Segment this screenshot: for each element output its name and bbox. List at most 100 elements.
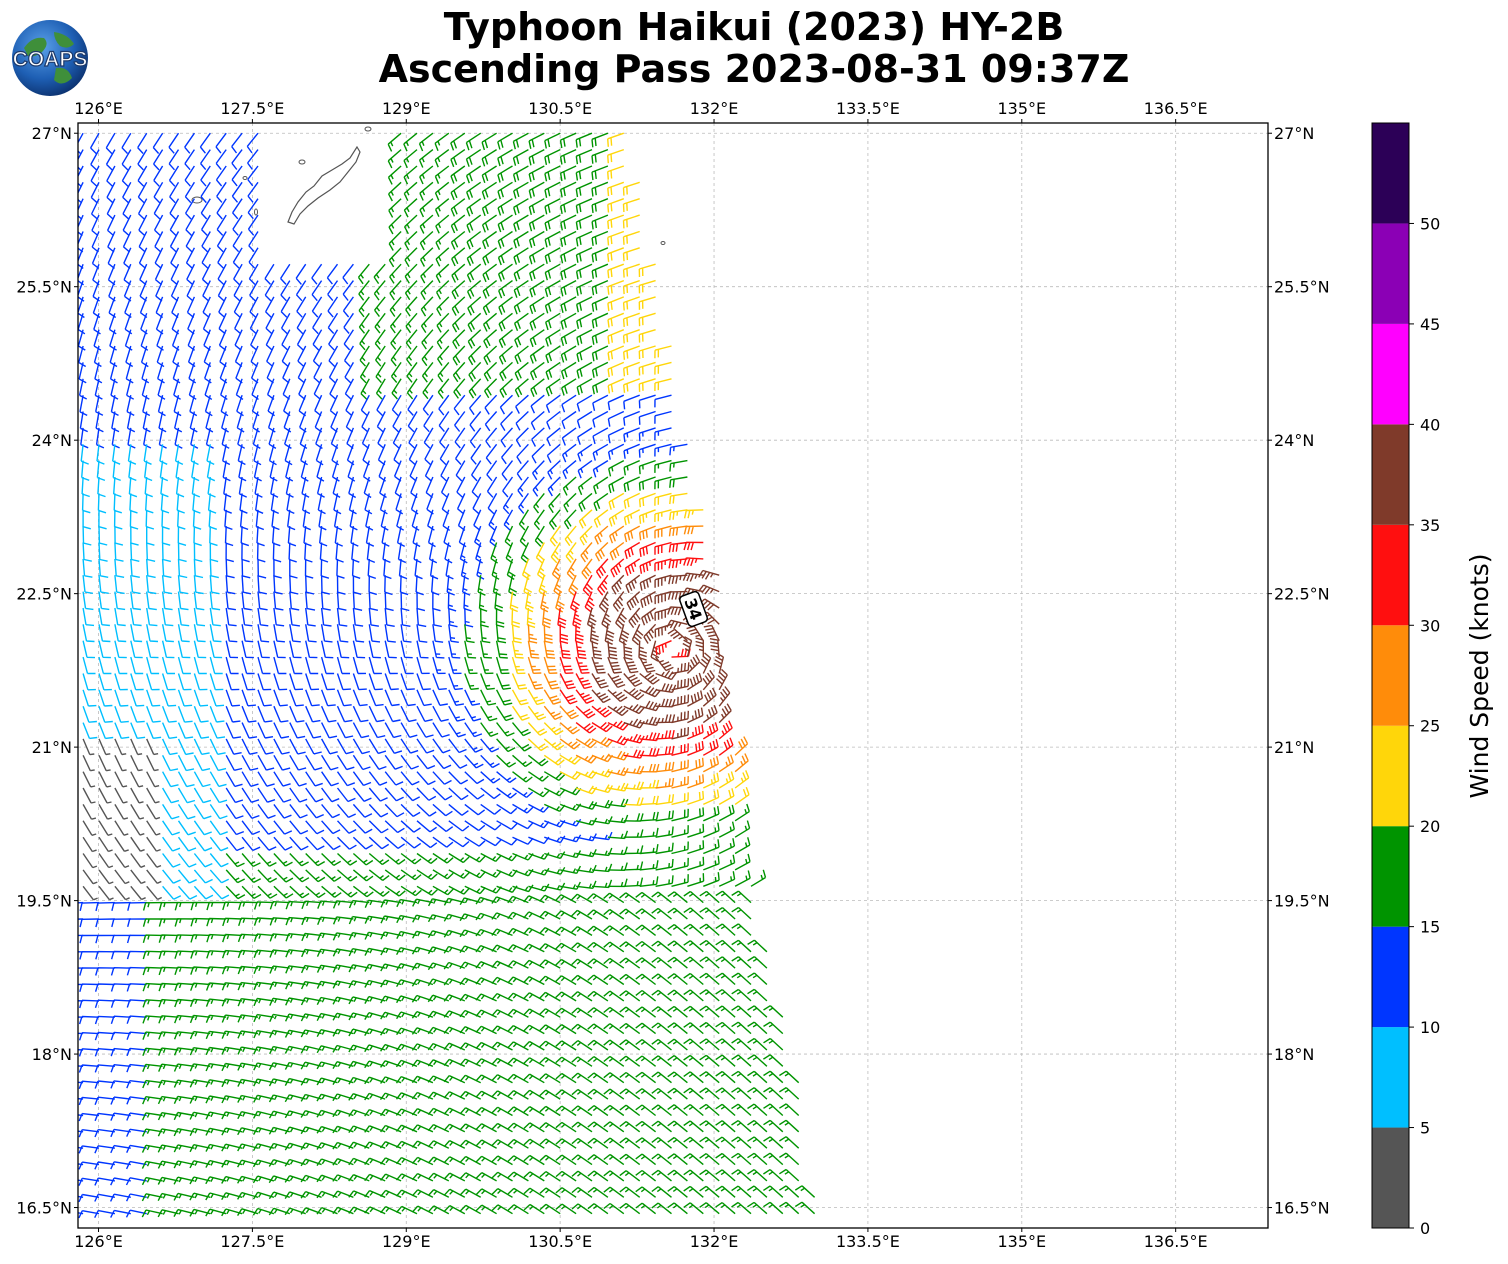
wind-barb (209, 656, 223, 675)
wind-barb (734, 853, 751, 871)
wind-barb (718, 754, 734, 773)
wind-barb (667, 628, 688, 642)
lon-tick-label: 129°E (382, 1232, 431, 1251)
wind-barb (374, 296, 386, 318)
wind-barb (539, 1089, 561, 1100)
wind-barb (515, 427, 529, 448)
wind-barb (328, 329, 339, 351)
lon-tick-label: 135°E (997, 1232, 1046, 1251)
wind-barb (162, 885, 182, 900)
wind-barb (470, 443, 482, 465)
wind-barb (352, 575, 362, 595)
wind-barb (142, 1031, 163, 1040)
wind-barb (81, 493, 91, 514)
wind-barb (577, 427, 593, 445)
wind-barb (734, 870, 751, 887)
wind-barb (561, 443, 577, 463)
wind-barb (699, 1038, 720, 1051)
wind-barb (716, 668, 728, 691)
wind-barb (289, 787, 308, 803)
wind-barb (286, 493, 295, 515)
wind-barb (655, 640, 672, 656)
wind-barb (591, 181, 609, 197)
wind-barb (138, 231, 148, 253)
wind-barb (121, 132, 132, 154)
wind-barb (201, 247, 211, 269)
wind-barb (731, 1054, 752, 1067)
map-title-line2: Ascending Pass 2023-08-31 09:37Z (378, 47, 1130, 91)
wind-barb (280, 312, 291, 335)
wind-barb (305, 689, 320, 707)
wind-barb (502, 493, 514, 515)
wind-barb (572, 607, 582, 629)
wind-barb (289, 738, 306, 755)
wind-barb (491, 1139, 513, 1149)
wind-barb (280, 263, 291, 285)
wind-barb (471, 460, 482, 482)
wind-barb (173, 1063, 195, 1072)
wind-barb (497, 148, 513, 167)
wind-barb (238, 460, 247, 482)
wind-barb (159, 460, 169, 482)
wind-barb (437, 345, 450, 366)
wind-barb (699, 1054, 720, 1067)
wind-barb (159, 444, 168, 465)
wind-barb (321, 754, 339, 771)
wind-barb (241, 607, 253, 627)
wind-barb (734, 786, 750, 805)
wind-barb (475, 1171, 497, 1182)
wind-barb (427, 1042, 450, 1051)
wind-barb (638, 640, 648, 661)
wind-barb (185, 214, 196, 236)
wind-barb (205, 1030, 227, 1040)
wind-barb (607, 132, 625, 147)
wind-barb (106, 165, 116, 187)
colorbar-tick-label: 45 (1420, 315, 1440, 334)
wind-barb (603, 957, 625, 969)
wind-barb (204, 378, 213, 400)
wind-barb (177, 754, 195, 772)
wind-barb (337, 885, 358, 898)
wind-barb (235, 378, 244, 400)
wind-barb (491, 1204, 513, 1215)
wind-barb (576, 410, 593, 429)
wind-barb (112, 444, 121, 465)
wind-barb (343, 312, 354, 334)
wind-barb (523, 1089, 545, 1100)
wind-barb (269, 949, 290, 958)
wind-barb (623, 509, 641, 526)
wind-barb (560, 230, 577, 247)
wind-barb (241, 640, 254, 659)
wind-barb (464, 673, 479, 690)
wind-barb (420, 280, 434, 300)
wind-barb (654, 525, 672, 539)
wind-barb (635, 908, 657, 920)
wind-barb (467, 296, 482, 316)
wind-barb (421, 345, 434, 367)
wind-barb (114, 738, 127, 756)
wind-barb (464, 820, 486, 832)
wind-barb (435, 230, 450, 251)
wind-barb (608, 459, 625, 477)
wind-barb (527, 754, 549, 767)
wind-barb (403, 181, 418, 202)
wind-barb (523, 959, 545, 969)
wind-barb (390, 362, 402, 383)
wind-barb (273, 689, 288, 707)
wind-barb (207, 476, 216, 498)
wind-barb (527, 640, 540, 659)
wind-barb (718, 854, 736, 871)
wind-barb (459, 1058, 481, 1067)
wind-barb (528, 230, 545, 248)
wind-barb (575, 247, 593, 263)
wind-barb (469, 411, 482, 432)
wind-barb (98, 853, 114, 869)
wind-barb (300, 1207, 322, 1215)
wind-barb (225, 754, 243, 771)
wind-barb (486, 460, 498, 482)
wind-barb (146, 804, 161, 820)
wind-barb (158, 982, 179, 992)
wind-barb (513, 230, 529, 249)
wind-barb (327, 312, 339, 334)
wind-barb (251, 394, 260, 417)
